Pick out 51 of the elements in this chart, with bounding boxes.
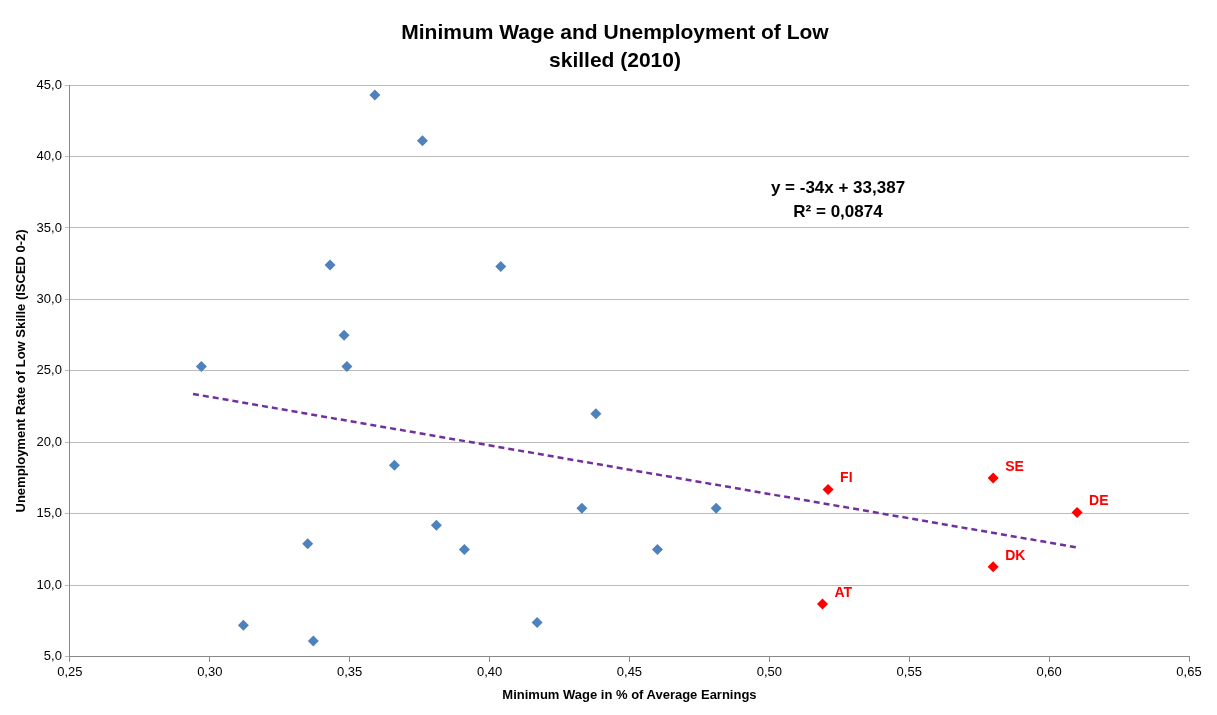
x-tick-label: 0,60 [1036,664,1062,680]
point [590,408,602,420]
point [307,635,319,647]
point [430,519,442,531]
point [416,135,428,147]
x-tick-label: 0,55 [896,664,922,680]
y-tick-label: 25,0 [36,362,62,378]
x-axis-title: Minimum Wage in % of Average Earnings [502,686,757,702]
point [369,89,381,101]
point [817,598,828,610]
x-tick-label: 0,25 [57,664,83,680]
point [388,459,400,471]
y-tick-label: 20,0 [36,433,62,449]
point [987,561,999,573]
x-tick-label: 0,35 [337,664,363,680]
point [338,329,350,341]
y-tick-label: 45,0 [36,76,62,92]
point [495,261,507,273]
y-tick-label: 30,0 [36,291,62,306]
annotation: DE [1089,492,1109,509]
annotation: AT [834,583,853,600]
y-tick-label: 15,0 [36,505,62,521]
x-tick-label: 0,50 [756,664,782,680]
point [531,616,543,628]
x-tick-label: 0,30 [197,664,223,680]
point [237,619,249,631]
point [987,472,999,484]
x-tick-label: 0,65 [1176,664,1202,680]
annotation: SE [1005,457,1024,474]
point [822,484,834,496]
y-axis-title: Unemployment Rate of Low Skille (ISCED 0-2) [13,229,29,513]
x-tick-label: 0,40 [476,664,503,680]
point [324,259,336,271]
point [458,544,470,556]
annotation: y = -34x + 33,387 [770,177,906,197]
point [341,361,353,373]
point [302,538,314,550]
point [576,502,588,514]
y-tick-label: 10,0 [36,576,62,592]
point [195,361,207,373]
x-tick-label: 0,45 [616,664,643,680]
point [651,544,663,556]
chart-title: Minimum Wage and Unemployment of Low skilled (2010) [400,19,830,73]
y-tick-label: 40,0 [36,148,62,164]
y-tick-label: 5,0 [43,648,62,664]
point [710,502,722,514]
annotation: DK [1005,546,1026,563]
point [1071,506,1083,518]
y-tick-label: 35,0 [36,219,62,235]
annotation: FI [840,469,853,486]
annotation: R² = 0,0874 [793,201,884,221]
